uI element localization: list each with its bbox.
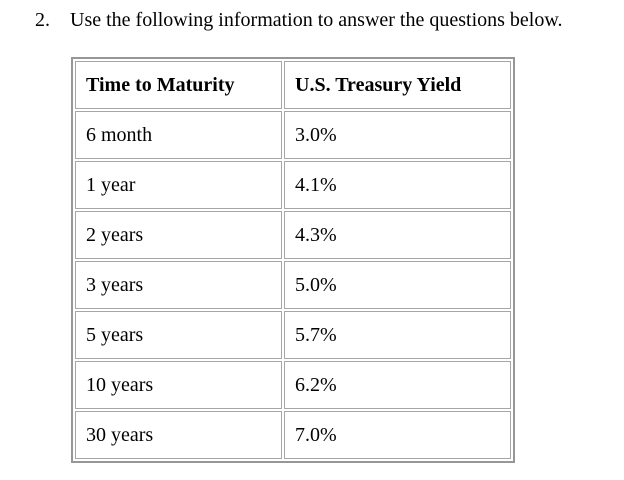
yield-cell: 5.0% xyxy=(284,261,511,309)
yield-cell: 7.0% xyxy=(284,411,511,459)
table-row: 3 years 5.0% xyxy=(75,261,511,309)
table-header-row: Time to Maturity U.S. Treasury Yield xyxy=(75,61,511,109)
table-row: 5 years 5.7% xyxy=(75,311,511,359)
question-line: 2. Use the following information to answ… xyxy=(0,0,624,33)
table-row: 2 years 4.3% xyxy=(75,211,511,259)
question-number: 2. xyxy=(35,9,50,31)
table-row: 10 years 6.2% xyxy=(75,361,511,409)
table-row: 6 month 3.0% xyxy=(75,111,511,159)
worksheet-page: 2. Use the following information to answ… xyxy=(0,0,624,463)
yield-cell: 4.3% xyxy=(284,211,511,259)
maturity-cell: 1 year xyxy=(75,161,282,209)
header-time-to-maturity: Time to Maturity xyxy=(75,61,282,109)
treasury-yield-table: Time to Maturity U.S. Treasury Yield 6 m… xyxy=(71,57,515,463)
table-row: 30 years 7.0% xyxy=(75,411,511,459)
maturity-cell: 6 month xyxy=(75,111,282,159)
maturity-cell: 30 years xyxy=(75,411,282,459)
maturity-cell: 5 years xyxy=(75,311,282,359)
yield-cell: 5.7% xyxy=(284,311,511,359)
maturity-cell: 2 years xyxy=(75,211,282,259)
maturity-cell: 10 years xyxy=(75,361,282,409)
question-text: Use the following information to answer … xyxy=(70,9,563,31)
table-row: 1 year 4.1% xyxy=(75,161,511,209)
yield-cell: 4.1% xyxy=(284,161,511,209)
maturity-cell: 3 years xyxy=(75,261,282,309)
yield-cell: 3.0% xyxy=(284,111,511,159)
header-us-treasury-yield: U.S. Treasury Yield xyxy=(284,61,511,109)
yield-cell: 6.2% xyxy=(284,361,511,409)
